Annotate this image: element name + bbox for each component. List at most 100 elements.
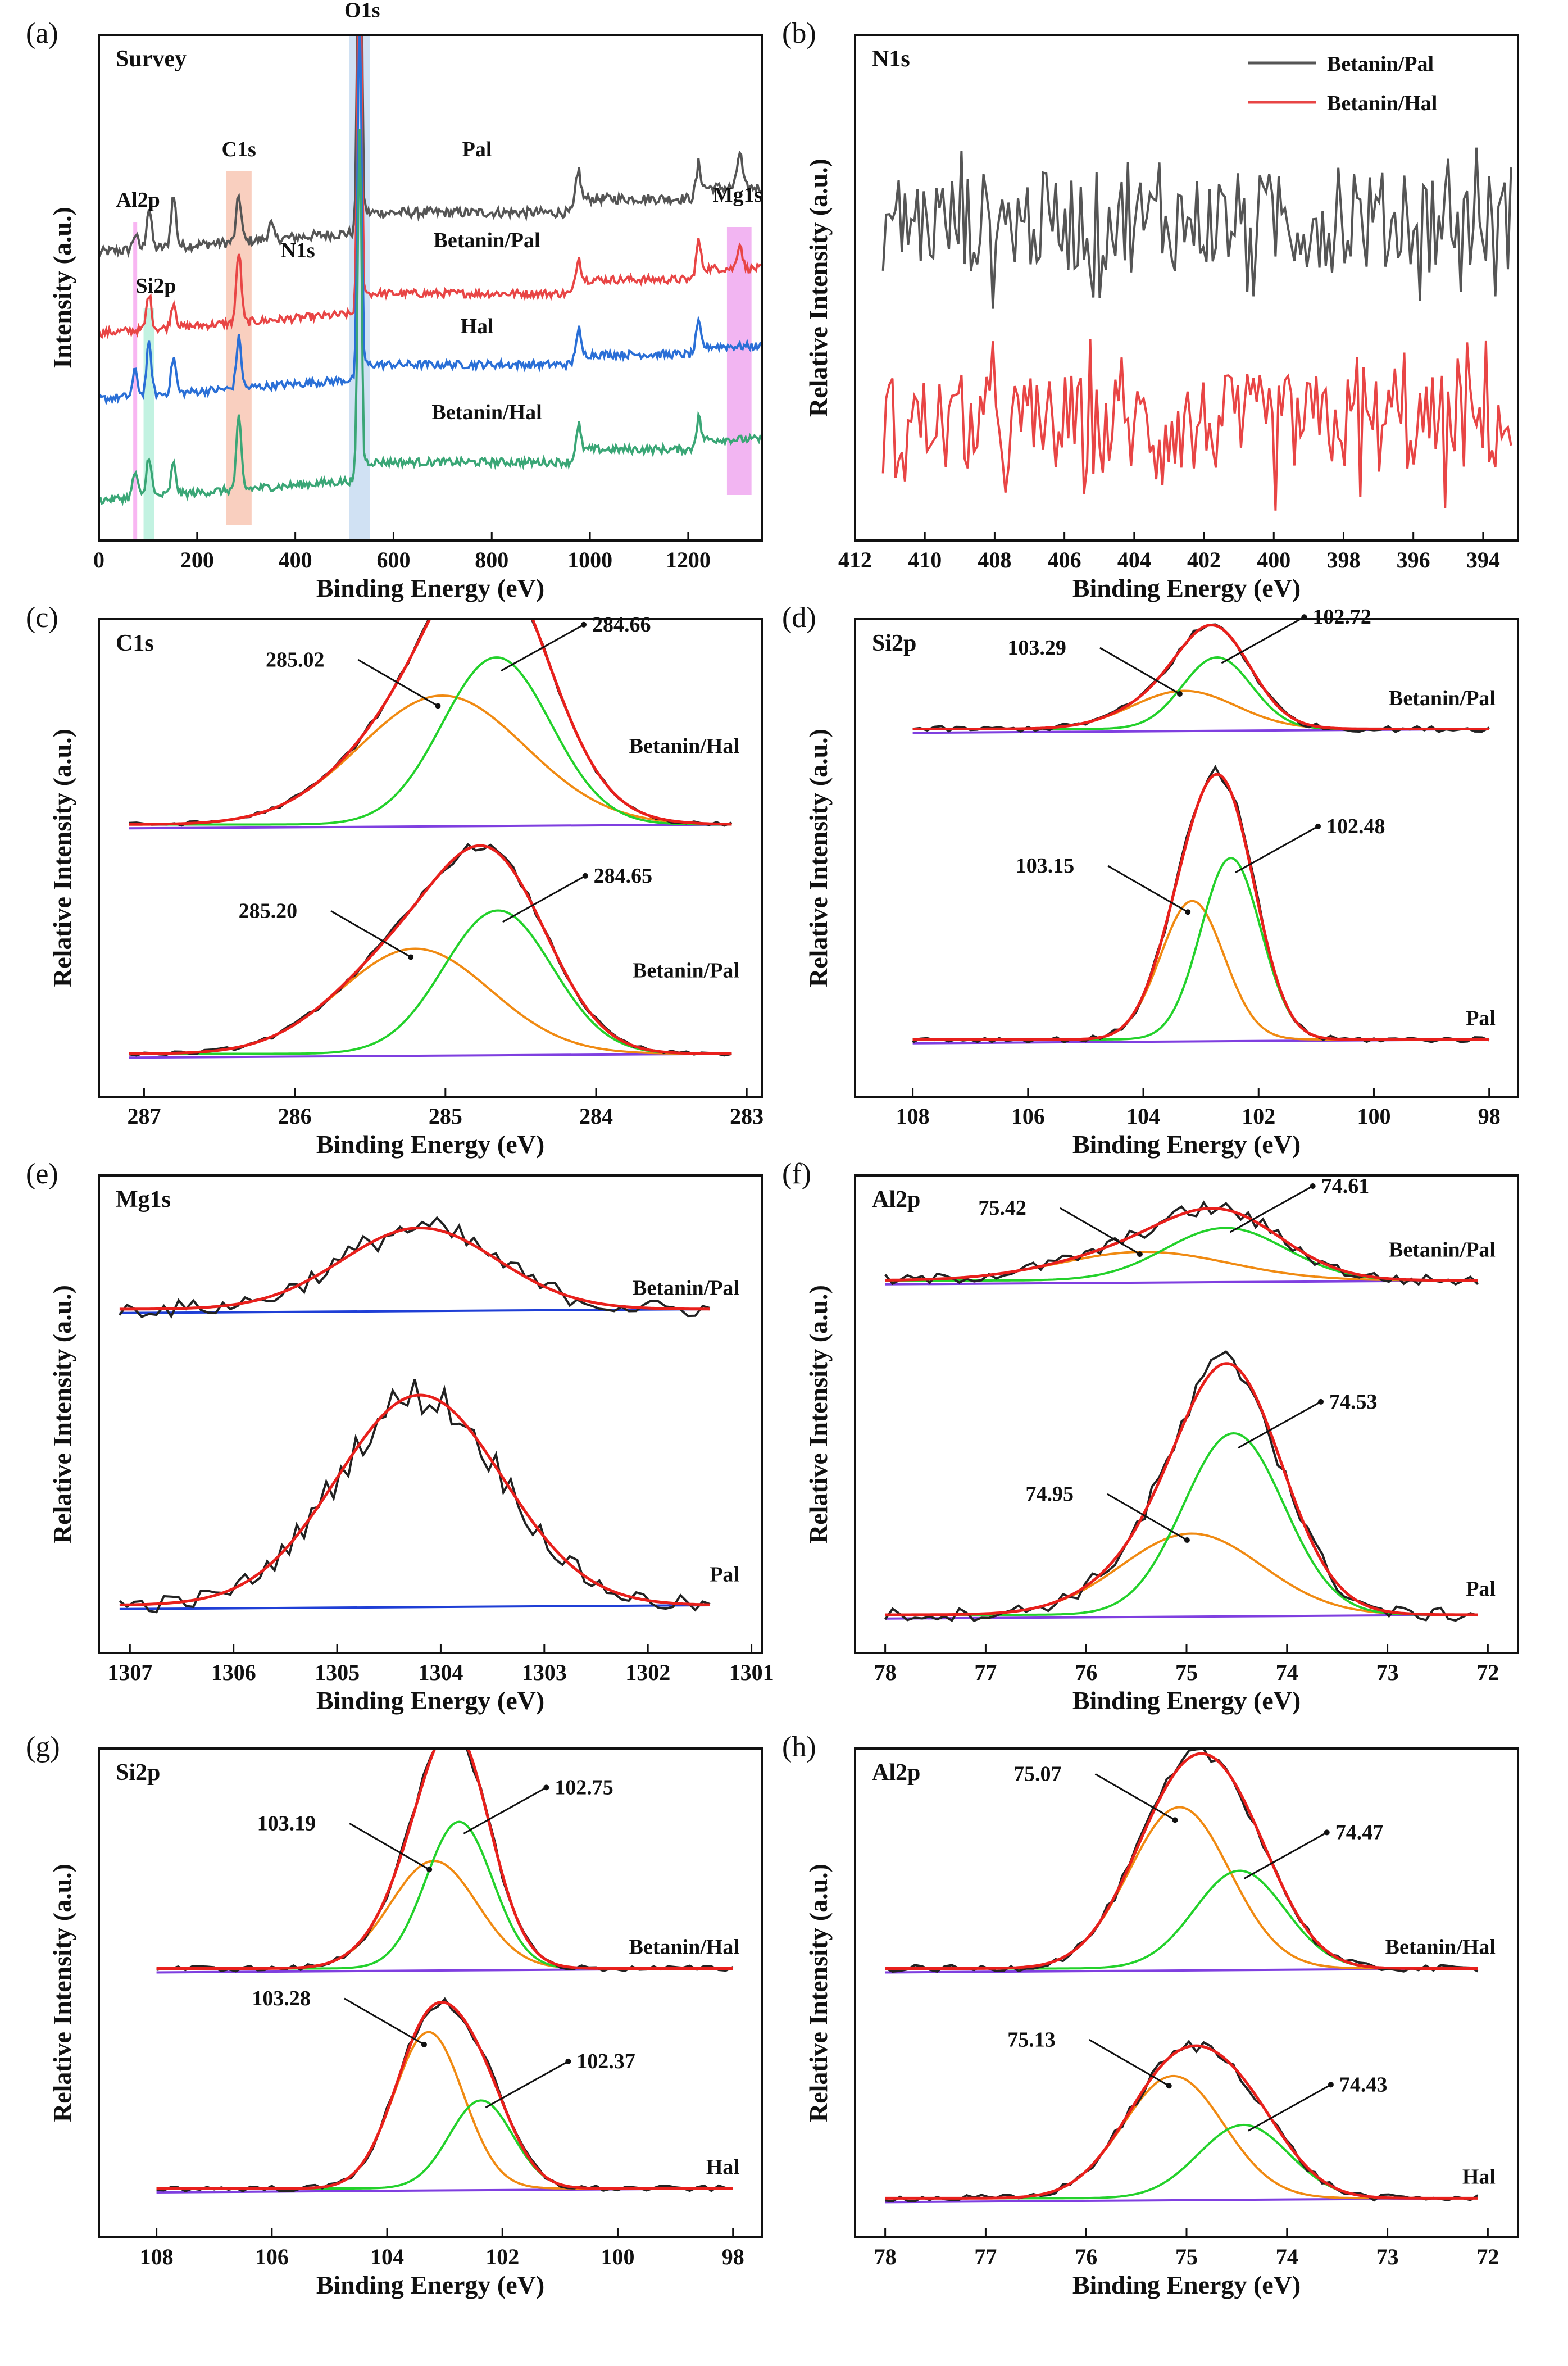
x-tick-label: 286 — [278, 1103, 312, 1129]
highlight-band-c1s — [226, 171, 252, 525]
x-axis-label: Binding Energy (eV) — [316, 574, 544, 602]
x-tick-label: 102 — [485, 2244, 519, 2269]
peak-value-label: 74.95 — [1025, 1482, 1074, 1506]
peak-arrow-head — [543, 1784, 549, 1791]
peak-arrow — [1244, 1832, 1328, 1879]
panel-letter: (b) — [782, 17, 816, 49]
peak-value-label: 285.20 — [239, 899, 298, 923]
fit-envelope — [119, 1393, 710, 1606]
x-tick-label: 1302 — [625, 1660, 670, 1685]
peak-value-label: 75.13 — [1007, 2028, 1056, 2051]
x-tick-label: 1000 — [567, 547, 612, 573]
x-tick-label: 75 — [1175, 2244, 1198, 2269]
plot-area — [156, 1749, 734, 2194]
fit-envelope — [885, 1207, 1478, 1282]
x-tick-label: 1305 — [315, 1660, 360, 1685]
x-tick-label: 283 — [730, 1103, 763, 1129]
x-tick-label: 98 — [722, 2244, 744, 2269]
series-line-betanin-pal — [881, 147, 1512, 309]
fit-envelope — [885, 1752, 1478, 1970]
sample-label: Pal — [710, 1563, 739, 1587]
peak-arrow — [1089, 2039, 1170, 2087]
peak-value-label: 102.37 — [576, 2050, 635, 2073]
series-line-betanin-pal — [99, 35, 762, 339]
fit-baseline — [129, 1052, 732, 1059]
sample-label: Betanin/Hal — [629, 734, 739, 758]
axes-frame — [98, 1174, 763, 1654]
sample-label: Betanin/Pal — [633, 1277, 739, 1300]
x-tick-label: 78 — [874, 2244, 897, 2269]
panel-letter: (c) — [26, 602, 58, 634]
series-line-pal — [99, 35, 762, 258]
peak-value-label: 284.65 — [594, 864, 653, 888]
sample-label: Betanin/Hal — [629, 1935, 739, 1959]
panel-title: Al2p — [872, 1187, 920, 1212]
peak-arrow-head — [582, 873, 588, 879]
x-tick-label: 285 — [429, 1103, 462, 1129]
peak-arrow-head — [426, 1867, 433, 1873]
panel-b: (b) N1s Betanin/Pal Betanin/Hal 412 410 408 406… — [782, 17, 1519, 602]
x-tick-label: 0 — [93, 547, 104, 573]
peak-value-label: 102.48 — [1326, 815, 1385, 838]
panel-letter: (f) — [782, 1158, 811, 1190]
peak-value-label: 103.28 — [252, 1987, 311, 2010]
peak-arrow — [1107, 1493, 1188, 1541]
x-tick-label: 76 — [1075, 2244, 1097, 2269]
x-tick-label: 396 — [1397, 547, 1430, 573]
peak-arrow-head — [1318, 1398, 1324, 1405]
x-tick-label: 404 — [1117, 547, 1151, 573]
peak-arrow-head — [1176, 691, 1183, 697]
y-axis-label: Intensity (a.u.) — [48, 207, 76, 369]
series-label: Betanin/Pal — [434, 229, 540, 252]
peak-arrow-head — [1172, 1817, 1178, 1823]
panel-e: (e) Mg1s Betanin/Pal Pal 1307 1306 1305 1304 130… — [26, 1158, 774, 1715]
fit-baseline — [119, 1604, 710, 1610]
peak-arrow-head — [1137, 1251, 1143, 1257]
panel-h: (h) Al2p Betanin/Hal 75.07 74.47 Hal 75.13 74.4… — [782, 1731, 1519, 2299]
fit-envelope — [129, 619, 732, 826]
panel-f: (f) Al2p Betanin/Pal 75.42 74.61 Pal 74.95 74.5… — [782, 1158, 1519, 1715]
x-tick-label: 98 — [1478, 1103, 1501, 1129]
fit-component-284.65 — [129, 909, 732, 1055]
x-tick-label: 394 — [1466, 547, 1500, 573]
peak-arrow-head — [581, 621, 587, 628]
x-tick-label: 74 — [1276, 1660, 1298, 1685]
peak-arrow — [344, 1997, 425, 2046]
x-tick-label: 400 — [279, 547, 312, 573]
panel-c: (c) C1s Betanin/Hal 285.02 284.66 Betanin/Pal… — [26, 602, 763, 1159]
x-tick-label: 77 — [974, 2244, 997, 2269]
x-tick-label: 106 — [255, 2244, 289, 2269]
peak-value-label: 75.42 — [978, 1196, 1026, 1220]
sample-label: Hal — [706, 2155, 739, 2179]
peak-arrow — [1107, 865, 1189, 913]
sample-label: Betanin/Pal — [1389, 687, 1496, 710]
peak-arrow — [485, 2060, 569, 2109]
peak-label-c1s: C1s — [222, 138, 256, 161]
x-tick-label: 108 — [140, 2244, 174, 2269]
legend-label: Betanin/Hal — [1327, 92, 1437, 115]
peak-arrow-head — [435, 703, 441, 709]
peak-value-label: 103.29 — [1007, 636, 1066, 660]
panel-a: (a) Survey Pal Betanin/Pal Hal Betanin/Hal Al2… — [26, 0, 763, 602]
x-tick-label: 402 — [1187, 547, 1221, 573]
panel-title: Mg1s — [116, 1187, 171, 1212]
fit-envelope — [885, 1362, 1478, 1616]
plot-area — [99, 35, 762, 541]
x-axis-label: Binding Energy (eV) — [316, 2270, 544, 2299]
fit-envelope — [156, 1749, 733, 1970]
fit-component-284.66 — [129, 656, 732, 826]
plot-area — [884, 1749, 1479, 2204]
y-axis-label: Relative Intensity (a.u.) — [804, 729, 833, 987]
panel-title: Si2p — [116, 1760, 160, 1786]
panel-g: (g) Si2p Betanin/Hal 103.19 102.75 Hal 103.28 1… — [26, 1731, 763, 2299]
series-label: Pal — [462, 138, 492, 161]
peak-value-label: 103.19 — [257, 1811, 316, 1835]
x-tick-label: 1306 — [211, 1660, 256, 1685]
panel-letter: (a) — [26, 17, 58, 49]
sample-label: Betanin/Pal — [633, 959, 739, 983]
x-tick-label: 75 — [1175, 1660, 1198, 1685]
highlight-band-al2p — [133, 222, 138, 541]
x-tick-label: 100 — [1357, 1103, 1390, 1129]
